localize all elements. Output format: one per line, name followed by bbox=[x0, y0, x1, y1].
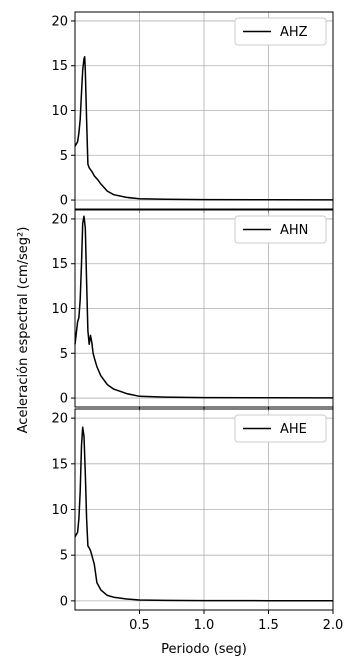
x-tick-label: 0.5 bbox=[129, 618, 150, 633]
y-tick-label: 10 bbox=[51, 104, 68, 119]
legend-box bbox=[234, 215, 327, 244]
y-tick-label: 15 bbox=[51, 257, 68, 272]
legend-box bbox=[234, 414, 327, 443]
legend-ahn: AHN bbox=[234, 215, 327, 244]
y-tick-label: 5 bbox=[60, 347, 68, 362]
series-line-ahe bbox=[74, 426, 333, 602]
x-tick-label: 1.0 bbox=[194, 618, 215, 633]
legend-label: AHZ bbox=[280, 25, 308, 40]
x-axis-label: Periodo (seg) bbox=[161, 642, 247, 657]
y-tick-label: 0 bbox=[60, 194, 68, 209]
y-tick-label: 15 bbox=[51, 59, 68, 74]
x-tick-label: 2.0 bbox=[323, 618, 344, 633]
y-tick-label: 0 bbox=[60, 392, 68, 407]
y-tick-label: 10 bbox=[51, 503, 68, 518]
series-line-ahn bbox=[74, 215, 334, 399]
y-tick-label: 20 bbox=[51, 412, 68, 427]
panel-ahe: 0 5 10 15 20 AHE bbox=[51, 408, 334, 614]
x-tick-label: 1.5 bbox=[258, 618, 279, 633]
legend-label: AHN bbox=[280, 223, 308, 238]
y-tick-label: 20 bbox=[51, 212, 68, 227]
legend-label: AHE bbox=[280, 422, 307, 437]
legend-ahe: AHE bbox=[234, 414, 327, 443]
legend-box bbox=[234, 17, 327, 46]
panel-ahz: 0 5 10 15 20 AHZ bbox=[51, 11, 334, 213]
y-tick-label: 20 bbox=[51, 14, 68, 29]
legend-ahz: AHZ bbox=[234, 17, 327, 46]
y-tick-label: 5 bbox=[60, 549, 68, 564]
y-tick-label: 10 bbox=[51, 302, 68, 317]
series-line-ahz bbox=[74, 56, 334, 201]
y-axis-label: Aceleración espectral (cm/seg²) bbox=[16, 227, 31, 434]
y-tick-label: 15 bbox=[51, 457, 68, 472]
y-tick-label: 0 bbox=[60, 594, 68, 609]
y-tick-label: 5 bbox=[60, 149, 68, 164]
panel-ahn: 0 5 10 15 20 AHN bbox=[51, 209, 334, 411]
